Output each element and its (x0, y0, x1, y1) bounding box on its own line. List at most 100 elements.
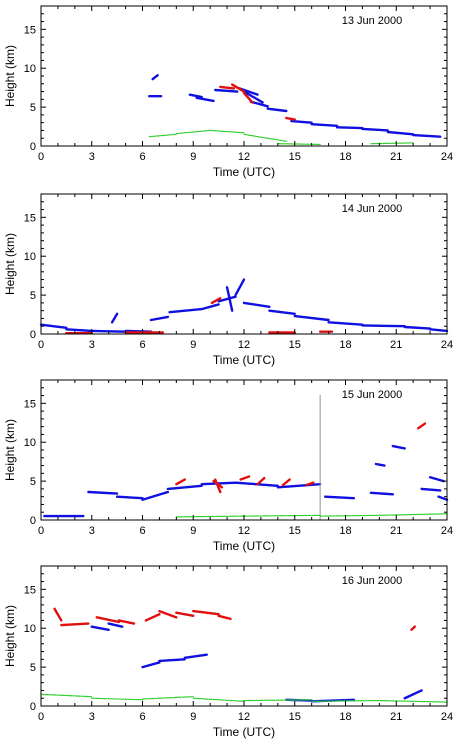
data-segment (310, 123, 339, 127)
data-segment (242, 91, 254, 104)
x-tick-label: 0 (38, 151, 44, 163)
data-segment (411, 133, 442, 138)
data-segment (293, 314, 330, 322)
panel-date-label: 15 Jun 2000 (342, 389, 403, 401)
data-segment (428, 328, 449, 333)
data-marks (148, 74, 442, 146)
series-3 (40, 693, 448, 703)
x-tick-label: 24 (441, 711, 453, 723)
plot-frame (40, 379, 448, 521)
y-tick-label: 10 (24, 437, 36, 449)
data-segment (234, 278, 246, 297)
data-segment (110, 312, 119, 324)
data-segment (403, 689, 423, 700)
x-tick-label: 3 (89, 711, 95, 723)
x-tick-label: 21 (390, 525, 402, 537)
y-tick-label: 0 (30, 515, 36, 527)
series-2 (65, 297, 334, 335)
data-segment (40, 693, 93, 698)
data-segment (281, 478, 291, 487)
x-tick-label: 6 (139, 339, 145, 351)
data-segment (219, 85, 236, 90)
x-tick-label: 15 (289, 711, 301, 723)
data-segment (217, 295, 237, 303)
y-tick-label: 15 (24, 24, 36, 36)
data-segment (242, 90, 264, 104)
series-2 (175, 422, 427, 494)
data-segment (268, 309, 296, 315)
data-marks (43, 395, 449, 521)
data-segment (305, 481, 315, 487)
data-segment (200, 303, 220, 311)
data-segment (417, 422, 427, 430)
y-tick-label: 5 (30, 662, 36, 674)
plot-frame (40, 565, 448, 707)
x-tick-label: 24 (441, 339, 453, 351)
data-segment (192, 609, 220, 616)
data-segment (361, 324, 406, 328)
data-segment (149, 315, 170, 322)
data-segment (39, 323, 68, 329)
data-segment (209, 129, 245, 134)
data-segment (144, 613, 161, 622)
y-tick-label: 10 (24, 63, 36, 75)
y-tick-label: 0 (30, 701, 36, 713)
data-segment (324, 495, 356, 500)
x-tick-label: 6 (139, 525, 145, 537)
data-segment (214, 478, 222, 494)
series-1 (90, 622, 423, 703)
x-tick-label: 9 (190, 339, 196, 351)
series-2 (219, 83, 296, 121)
data-segment (175, 478, 186, 486)
x-tick-label: 21 (390, 339, 402, 351)
data-segment (378, 699, 448, 703)
panel-date-label: 14 Jun 2000 (342, 203, 403, 215)
data-segment (243, 133, 287, 142)
data-segment (141, 490, 170, 501)
data-segment (168, 307, 203, 314)
y-tick-label: 5 (30, 290, 36, 302)
chart-panel-1: 0 3 6 9 12 15 18 21 24 0 5 10 15 Time (UTC) Height (km… (3, 5, 453, 179)
data-segment (410, 625, 417, 631)
data-segment (210, 297, 222, 305)
y-axis-title: Height (km) (3, 605, 17, 667)
data-segment (266, 107, 288, 113)
x-tick-label: 24 (441, 525, 453, 537)
data-segment (141, 661, 161, 669)
data-segment (230, 83, 246, 93)
x-tick-label: 21 (390, 151, 402, 163)
y-tick-label: 10 (24, 251, 36, 263)
y-tick-label: 5 (30, 476, 36, 488)
x-tick-label: 18 (339, 151, 351, 163)
data-segment (175, 611, 195, 617)
data-segment (369, 491, 395, 496)
data-segment (166, 484, 203, 491)
data-segment (217, 614, 232, 621)
series-2 (53, 607, 417, 631)
data-segment (148, 133, 177, 138)
data-segment (243, 514, 321, 517)
data-segment (87, 490, 119, 495)
x-tick-label: 6 (139, 151, 145, 163)
x-tick-label: 15 (289, 525, 301, 537)
data-segment (277, 143, 321, 146)
data-segment (53, 607, 63, 622)
data-segment (335, 126, 364, 130)
data-segment (285, 116, 296, 121)
data-segment (378, 513, 448, 516)
data-segment (403, 325, 432, 330)
x-tick-label: 9 (190, 711, 196, 723)
data-segment (242, 301, 271, 308)
data-segment (386, 130, 415, 136)
chart-panel-4: 0 3 6 9 12 15 18 21 24 0 5 10 15 Time (UTC) Height (km… (3, 565, 453, 739)
data-segment (107, 622, 124, 628)
data-marks (39, 278, 449, 335)
data-segment (437, 495, 449, 501)
data-segment (158, 658, 186, 663)
data-segment (117, 619, 136, 625)
x-axis-title: Time (UTC) (213, 539, 275, 553)
data-segment (276, 483, 322, 489)
x-tick-label: 12 (238, 711, 250, 723)
data-segment (225, 286, 234, 312)
